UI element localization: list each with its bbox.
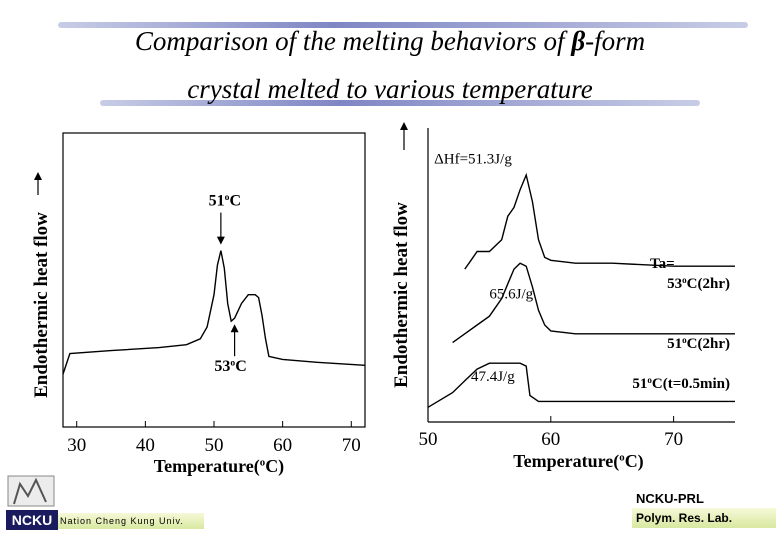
chart2-ylabel: Endothermic heat flow (391, 202, 412, 388)
title-text-b: -form (585, 26, 646, 56)
chart2-xlabel: Temperature(oC) (513, 451, 643, 472)
chart2-series-0 (464, 172, 735, 270)
chart1-xlabel: Temperature(oC) (154, 456, 284, 477)
chart2-xtick-label-2: 70 (664, 429, 683, 450)
chart1-ylabel: Endothermic heat flow (31, 212, 52, 398)
university-label: Nation Cheng Kung Univ. (58, 513, 204, 529)
title-text-a: Comparison of the melting behaviors of (134, 26, 572, 56)
ncku-logo: NCKU (6, 474, 58, 532)
lab-code: NCKU-PRL (636, 491, 704, 506)
chart1-xtick-label-1: 40 (136, 435, 155, 456)
title-line-1: Comparison of the melting behaviors of β… (0, 26, 780, 57)
chart1-y-arrow-head (34, 172, 42, 180)
chart1-xtick-label-2: 50 (205, 435, 224, 456)
chart2-series-label-0: 53oC(2hr) (667, 275, 730, 292)
chart1-frame (62, 132, 366, 428)
chart1-xtick-label-4: 70 (342, 435, 361, 456)
chart1-series-0 (62, 250, 366, 375)
logo-lettering: NCKU (12, 512, 52, 528)
title-line-2: crystal melted to various temperature (187, 74, 593, 104)
chart1-annotation-0: 51oC (209, 192, 241, 210)
chart2-annotation-0: ΔHf=51.3J/g (434, 151, 512, 167)
chart2-series-label-2: 51oC(t=0.5min) (632, 375, 730, 392)
chart1-annotation-arrow-0-head (216, 236, 225, 245)
chart2-legend-title: Ta= (650, 256, 675, 272)
chart2-xtick-label-1: 60 (541, 429, 560, 450)
chart2-annotation-2: 47.4J/g (471, 369, 515, 385)
chart2-xtick-label-0: 50 (419, 429, 438, 450)
title-beta: β (571, 26, 586, 56)
chart2-series-label-1: 51oC(2hr) (667, 335, 730, 352)
title-decoration-bottom (100, 100, 700, 106)
chart1-annotation-arrow-1-head (230, 324, 239, 333)
chart1-xtick-label-0: 30 (67, 435, 86, 456)
title-decoration-top (58, 22, 748, 28)
chart1-annotation-1: 53oC (214, 358, 246, 376)
chart2-y-arrow-head (400, 122, 408, 130)
chart2-series-1 (452, 262, 735, 344)
chart1-xtick-label-3: 60 (273, 435, 292, 456)
chart2-annotation-1: 65.6J/g (489, 287, 533, 303)
lab-name: Polym. Res. Lab. (632, 508, 776, 528)
chart2-series-2 (427, 362, 735, 408)
